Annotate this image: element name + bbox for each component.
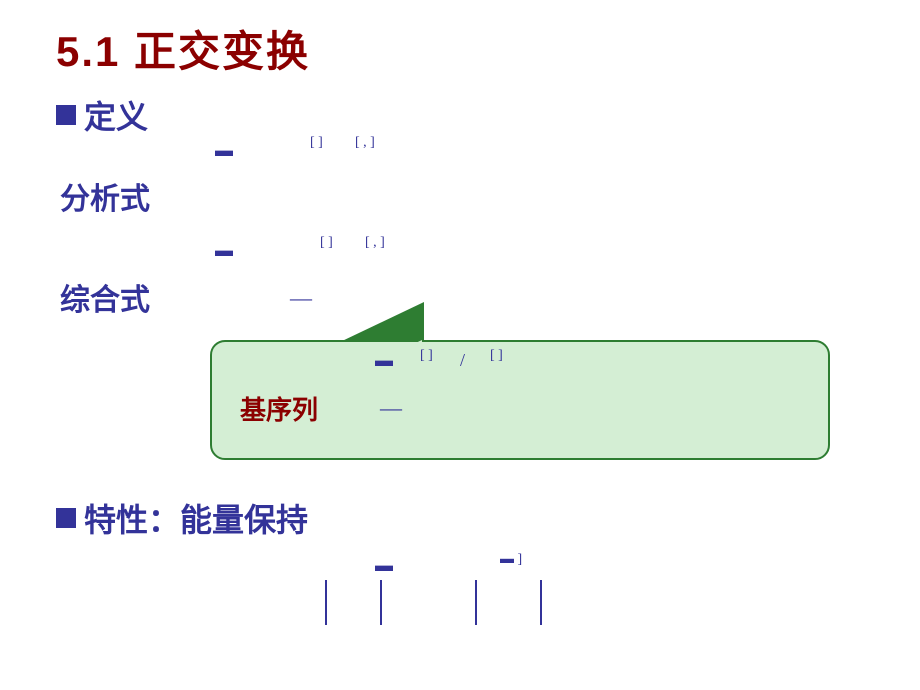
formula-fragment: ▬ — [215, 140, 233, 161]
property-bullet: 特性：能量保持 — [56, 495, 308, 541]
basis-label: 基序列 — [240, 390, 318, 427]
slide-title: 5.1 正交变换 — [56, 18, 310, 79]
formula-fragment: [ , ] — [355, 135, 375, 151]
property-label: 特性：能量保持 — [84, 495, 308, 541]
bullet-square-icon — [56, 508, 76, 528]
formula-fragment: [ ] — [310, 135, 323, 151]
formula-line — [475, 580, 477, 625]
formula-fragment: ▬ — [375, 350, 393, 371]
bullet-square-icon — [56, 105, 76, 125]
formula-fragment: ▬ ] — [500, 552, 522, 568]
formula-fragment: ▬ — [375, 555, 393, 576]
analysis-label: 分析式 — [60, 174, 150, 218]
formula-fragment: [ ] — [490, 348, 503, 364]
formula-fragment: ▬ — [215, 240, 233, 261]
formula-line — [380, 580, 382, 625]
formula-fragment: [ , ] — [365, 235, 385, 251]
formula-fragment: [ ] — [420, 348, 433, 364]
definition-label: 定义 — [84, 92, 148, 138]
formula-line — [325, 580, 327, 625]
formula-line — [540, 580, 542, 625]
formula-fragment: — — [290, 285, 312, 311]
synthesis-label: 综合式 — [60, 275, 150, 319]
formula-fragment: — — [380, 395, 402, 421]
definition-bullet: 定义 — [56, 92, 148, 138]
formula-fragment: / — [460, 350, 465, 371]
formula-fragment: [ ] — [320, 235, 333, 251]
